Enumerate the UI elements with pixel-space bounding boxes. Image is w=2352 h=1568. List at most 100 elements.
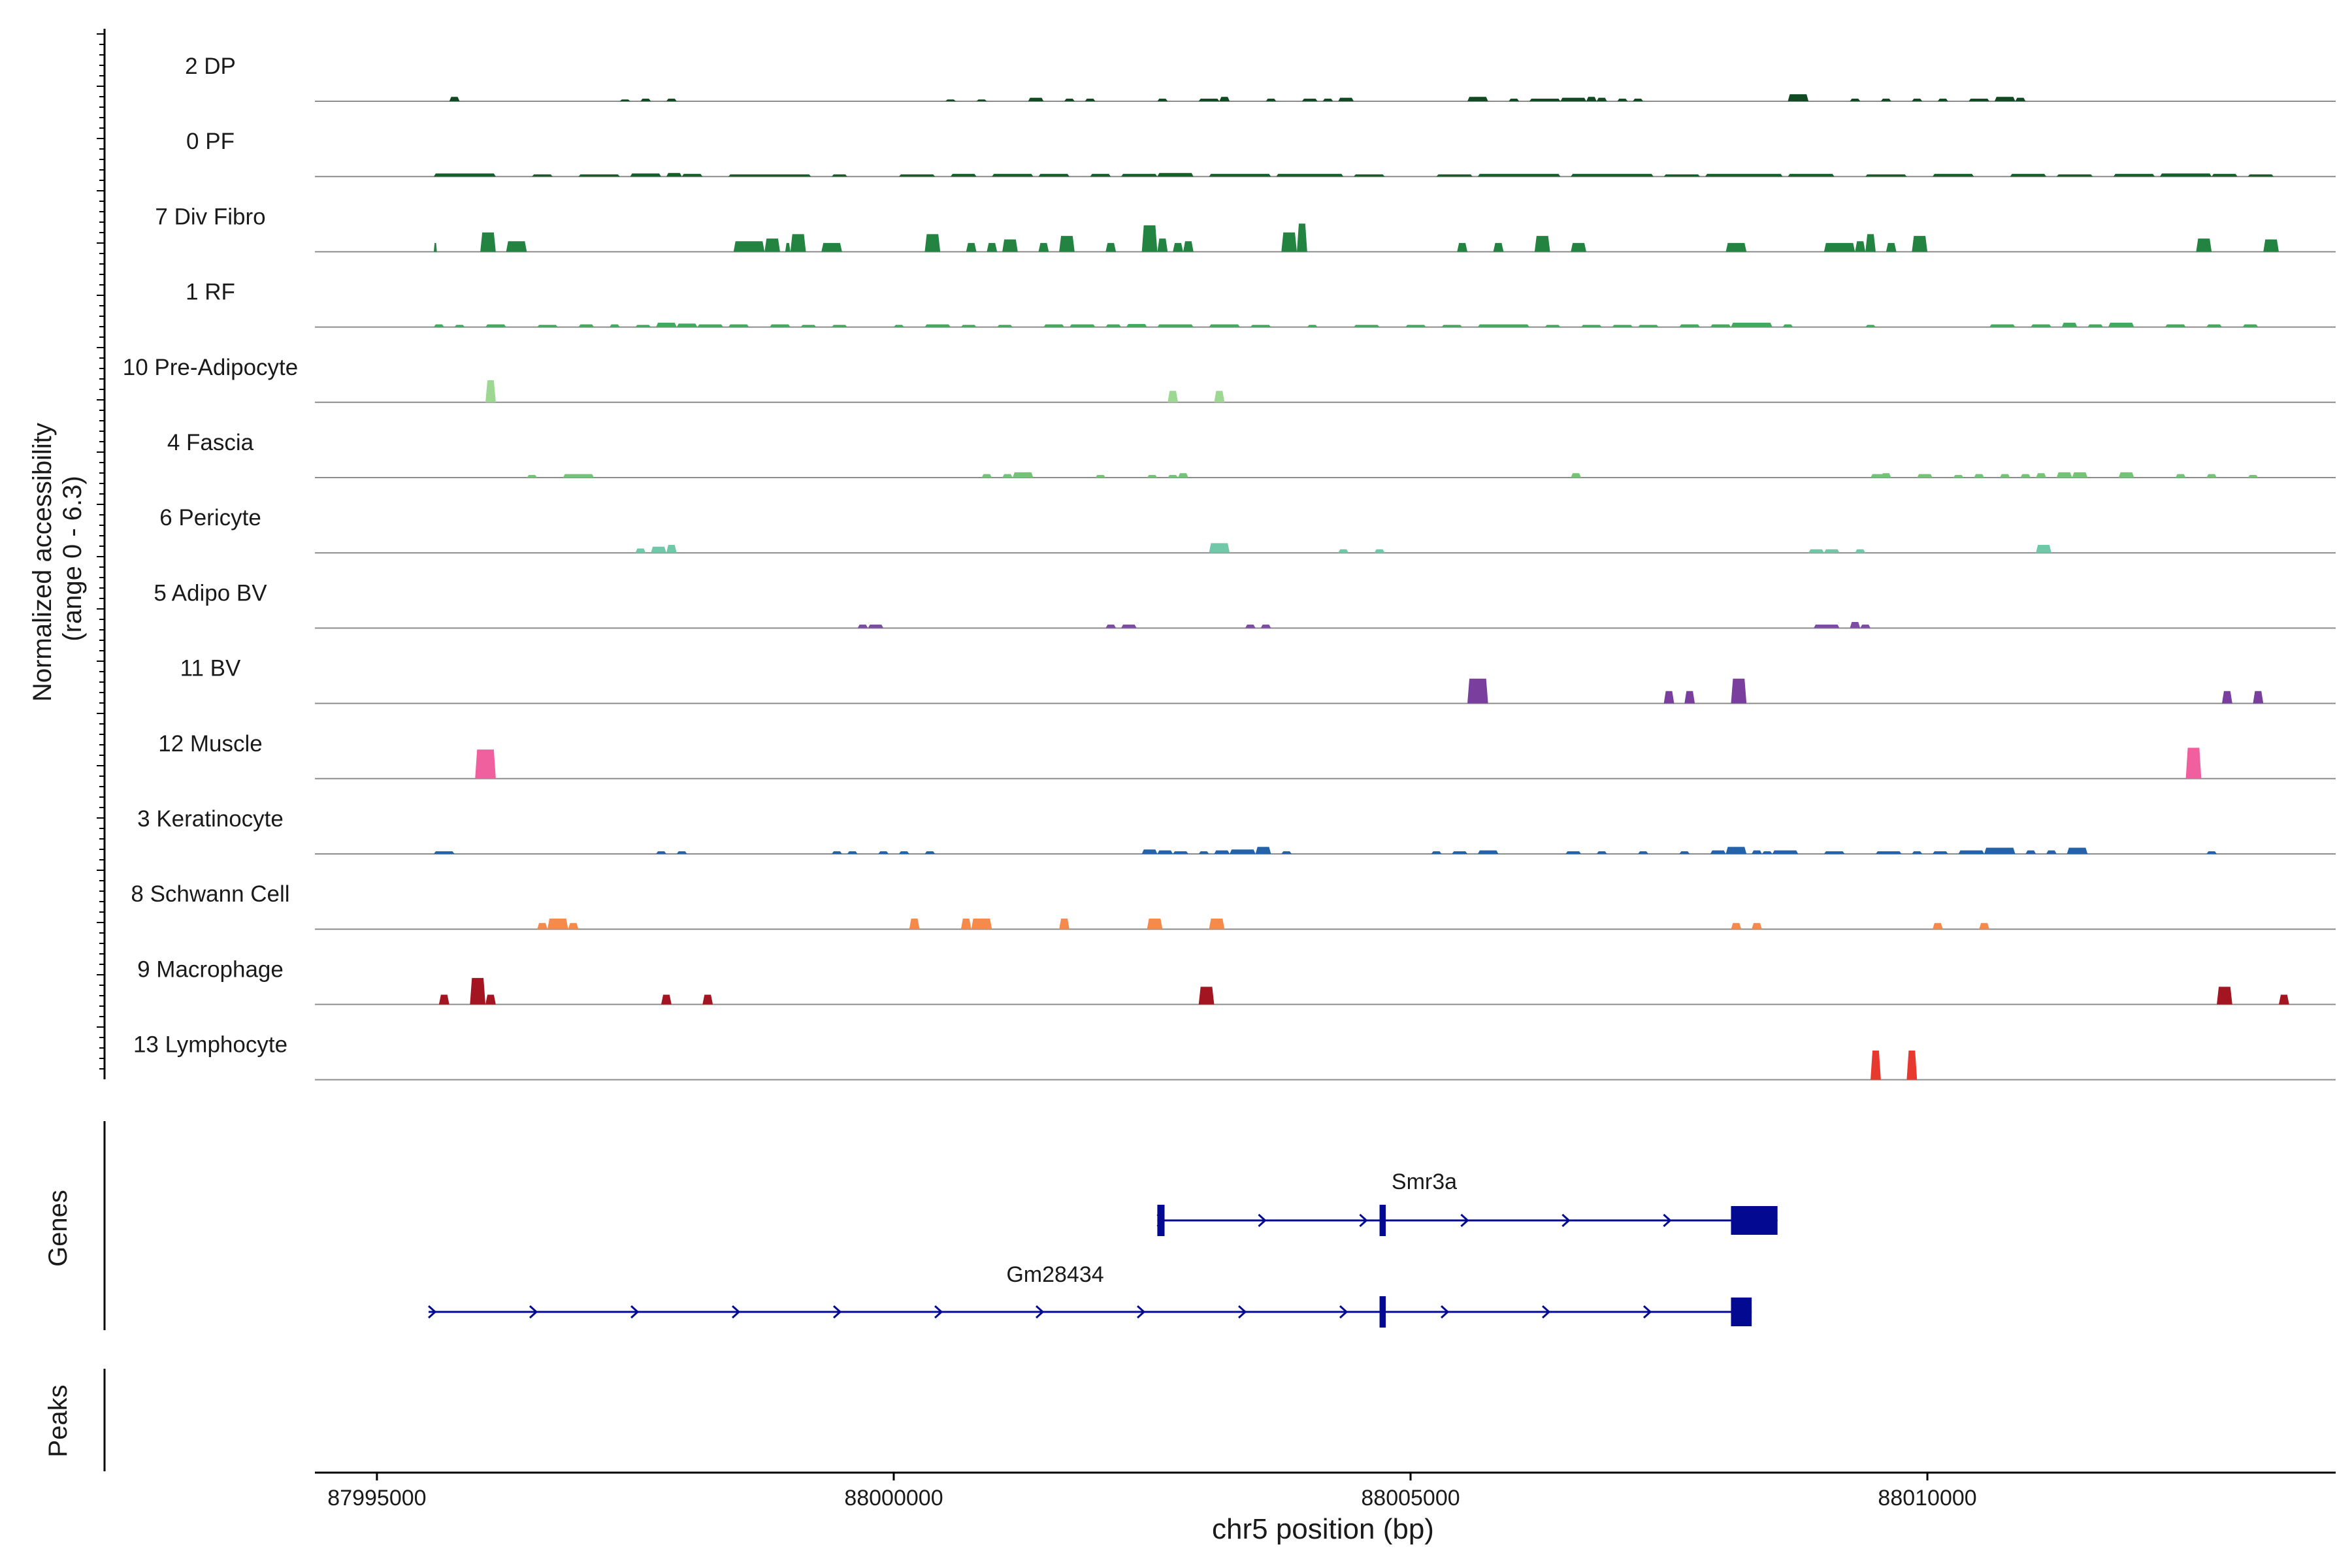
accessibility-peak [857,625,868,629]
accessibility-peak [1994,97,2016,101]
accessibility-peak [1870,1051,1881,1080]
accessibility-peak [578,174,620,177]
accessibility-peak [2056,174,2093,177]
track-label: 0 PF [186,129,235,154]
accessibility-peak [1679,324,1701,327]
track-13-lymphocyte: 13 Lymphocyte [133,1032,2336,1081]
accessibility-peak [2061,322,2078,327]
gene-label: Gm28434 [1006,1262,1103,1287]
track-2-dp: 2 DP [185,54,2336,102]
accessibility-peak [640,98,651,101]
accessibility-peak [1731,923,1742,930]
accessibility-peak [527,474,538,478]
accessibility-peak [1663,174,1701,177]
accessibility-peak [2206,324,2222,327]
accessibility-peak [1968,98,1989,101]
accessibility-peak [770,324,791,327]
accessibility-peak [1209,543,1230,553]
accessibility-peak [2247,474,2259,478]
accessibility-peak [832,174,847,177]
track-label: 5 Adipo BV [154,580,267,606]
accessibility-peak [449,97,460,101]
accessibility-peak [1002,474,1013,478]
y-axis-title-line2: (range 0 - 6.3) [58,476,87,641]
accessibility-peak [1596,851,1607,854]
accessibility-peak [537,923,547,930]
accessibility-peak [1260,625,1271,629]
accessibility-peak [898,174,936,177]
accessibility-peak [1178,473,1188,478]
x-axis-title: chr5 position (bp) [1212,1513,1434,1545]
x-axis: 87995000 88000000 88005000 88010000 [315,1471,2336,1511]
accessibility-peak [1999,474,2010,478]
accessibility-peak [1214,850,1230,854]
accessibility-peak [1183,241,1194,252]
accessibility-peak [1932,851,1948,854]
accessibility-peak [1281,851,1292,854]
accessibility-peak [1509,98,1520,101]
accessibility-peak [1250,325,1271,327]
accessibility-peak [1761,851,1772,854]
accessibility-peak [1198,987,1215,1005]
accessibility-peak [1338,97,1354,101]
accessibility-peak [1974,474,1985,478]
accessibility-peak [438,994,449,1005]
track-label: 12 Muscle [158,731,263,757]
accessibility-peak [2212,174,2238,177]
accessibility-peak [1880,98,1891,101]
accessibility-peak [676,323,698,327]
accessibility-peak [945,99,956,101]
accessibility-peak [1886,242,1897,252]
accessibility-peak [966,242,977,252]
accessibility-peak [924,851,936,854]
accessibility-peak [1979,923,1989,930]
accessibility-peak [1865,174,1907,177]
accessibility-peak [1731,678,1747,704]
accessibility-peak [924,234,941,252]
strand-arrow [833,1305,842,1319]
accessibility-peak [1354,174,1385,177]
x-tick-label: 87995000 [327,1486,426,1511]
accessibility-peak [1989,324,2016,327]
exon [1157,1205,1165,1236]
accessibility-peak [1710,324,1731,327]
x-tick-label: 88005000 [1361,1486,1460,1511]
accessibility-peak [1301,98,1318,101]
accessibility-peak [878,851,889,854]
accessibility-peak [470,977,486,1005]
track-10-pre-adipocyte: 10 Pre-Adipocyte [123,355,2336,403]
accessibility-peak [1064,98,1075,101]
accessibility-peak [454,325,465,327]
accessibility-peak [1875,851,1902,854]
accessibility-peak [1638,325,1659,327]
accessibility-peak [1752,850,1762,854]
accessibility-peak [480,232,496,252]
accessibility-peak [1436,174,1473,177]
accessibility-peak [785,242,791,252]
strand-arrow [1238,1305,1247,1319]
accessibility-peak [1198,851,1209,854]
accessibility-peak [1105,242,1117,252]
accessibility-peak [2072,472,2088,478]
accessibility-peak [1168,474,1179,478]
accessibility-peak [1855,241,1866,252]
track-label: 11 BV [180,656,241,681]
gene-gm28434: Gm28434 [428,1262,1752,1328]
accessibility-peak [1571,242,1586,252]
accessibility-peak [1710,850,1726,854]
accessibility-peak [1121,625,1137,629]
accessibility-peak [1219,97,1230,101]
track-9-macrophage: 9 Macrophage [137,956,2336,1005]
accessibility-peak [2087,324,2104,327]
accessibility-peak [1684,691,1695,704]
x-tick-label: 88010000 [1878,1486,1976,1511]
x-tick-label: 88000000 [844,1486,943,1511]
accessibility-peak [976,99,987,101]
accessibility-peak [868,625,884,629]
accessibility-peak [1534,236,1550,252]
accessibility-peak [1917,474,1933,478]
accessibility-peak [1105,625,1117,629]
accessibility-peak [1725,242,1747,252]
accessibility-peak [1374,549,1385,553]
